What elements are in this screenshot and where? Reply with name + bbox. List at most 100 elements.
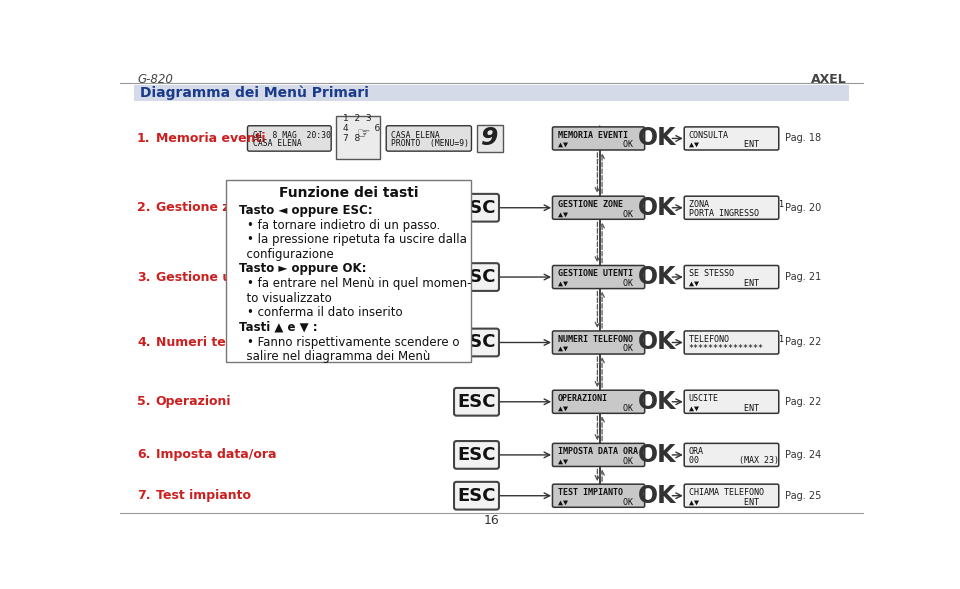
- Text: OK: OK: [637, 484, 677, 508]
- Text: ▲▼           OK: ▲▼ OK: [558, 403, 633, 412]
- FancyBboxPatch shape: [552, 444, 645, 466]
- FancyBboxPatch shape: [476, 125, 503, 151]
- Text: ▲▼         ENT: ▲▼ ENT: [689, 140, 758, 149]
- Text: OK: OK: [637, 265, 677, 289]
- Text: ***************: ***************: [689, 344, 764, 353]
- Text: ZONA              1: ZONA 1: [689, 200, 784, 209]
- Text: ☞: ☞: [357, 127, 371, 142]
- Text: ORA: ORA: [689, 447, 704, 456]
- FancyBboxPatch shape: [454, 329, 499, 356]
- Text: Pag. 22: Pag. 22: [785, 337, 822, 348]
- Text: 4.: 4.: [137, 336, 151, 349]
- Text: USCITE: USCITE: [689, 394, 719, 403]
- Text: 9: 9: [481, 127, 498, 150]
- Text: 00        (MAX 23): 00 (MAX 23): [689, 456, 779, 465]
- Text: ▲▼           OK: ▲▼ OK: [558, 456, 633, 465]
- Text: ▲▼         ENT: ▲▼ ENT: [689, 279, 758, 287]
- Text: • conferma il dato inserito: • conferma il dato inserito: [247, 306, 403, 319]
- Text: salire nel diagramma dei Menù: salire nel diagramma dei Menù: [239, 350, 431, 363]
- Text: CASA ELENA: CASA ELENA: [252, 139, 301, 148]
- Text: Pag. 25: Pag. 25: [785, 491, 822, 501]
- Text: ESC: ESC: [457, 198, 495, 217]
- Text: Imposta data/ora: Imposta data/ora: [156, 448, 276, 461]
- Text: Pag. 21: Pag. 21: [785, 272, 821, 282]
- Text: CASA ELENA: CASA ELENA: [392, 131, 440, 140]
- Text: Diagramma dei Menù Primari: Diagramma dei Menù Primari: [140, 86, 369, 100]
- Text: Pag. 18: Pag. 18: [785, 134, 821, 144]
- Text: Test impianto: Test impianto: [156, 489, 251, 502]
- Text: ESC: ESC: [457, 446, 495, 464]
- Text: 1  2  3: 1 2 3: [344, 114, 372, 123]
- Text: CONSULTA: CONSULTA: [689, 131, 729, 140]
- Text: MEMORIA EVENTI: MEMORIA EVENTI: [558, 131, 628, 140]
- Text: Pag. 24: Pag. 24: [785, 450, 821, 460]
- FancyBboxPatch shape: [552, 391, 645, 413]
- Text: configurazione: configurazione: [239, 248, 334, 261]
- FancyBboxPatch shape: [684, 127, 779, 150]
- FancyBboxPatch shape: [552, 484, 645, 507]
- FancyBboxPatch shape: [454, 263, 499, 291]
- FancyBboxPatch shape: [454, 194, 499, 221]
- Text: ▲▼           OK: ▲▼ OK: [558, 344, 633, 353]
- Text: SE STESSO: SE STESSO: [689, 269, 733, 279]
- Text: AXEL: AXEL: [811, 72, 847, 85]
- Text: ▲▼         ENT: ▲▼ ENT: [689, 403, 758, 412]
- Text: ESC: ESC: [457, 393, 495, 411]
- Text: OK: OK: [637, 127, 677, 150]
- Text: ESC: ESC: [457, 268, 495, 286]
- FancyBboxPatch shape: [684, 444, 779, 466]
- Text: ESC: ESC: [457, 333, 495, 352]
- Text: • la pressione ripetuta fa uscire dalla: • la pressione ripetuta fa uscire dalla: [247, 233, 467, 246]
- Text: OK: OK: [637, 330, 677, 355]
- FancyBboxPatch shape: [227, 180, 471, 362]
- Text: 7.: 7.: [137, 489, 151, 502]
- Text: Pag. 22: Pag. 22: [785, 397, 822, 407]
- Text: Numeri telefono: Numeri telefono: [156, 336, 270, 349]
- FancyBboxPatch shape: [454, 388, 499, 416]
- Text: to visualizzato: to visualizzato: [239, 292, 332, 305]
- Text: 1.: 1.: [137, 132, 151, 145]
- Text: ▲▼           OK: ▲▼ OK: [558, 209, 633, 219]
- Text: OK: OK: [637, 196, 677, 220]
- Text: 5.: 5.: [137, 395, 151, 408]
- FancyBboxPatch shape: [248, 125, 331, 151]
- Text: GI  8 MAG  20:30: GI 8 MAG 20:30: [252, 131, 330, 140]
- Text: ▲▼           OK: ▲▼ OK: [558, 140, 633, 149]
- Text: ESC: ESC: [457, 487, 495, 505]
- Text: TEST IMPIANTO: TEST IMPIANTO: [558, 488, 623, 497]
- Text: OK: OK: [637, 443, 677, 467]
- FancyBboxPatch shape: [552, 196, 645, 219]
- Text: 6.: 6.: [137, 448, 151, 461]
- Text: Pag. 20: Pag. 20: [785, 203, 821, 213]
- Text: Funzione dei tasti: Funzione dei tasti: [278, 186, 419, 200]
- Text: PRONTO  (MENU=9): PRONTO (MENU=9): [392, 139, 469, 148]
- Text: ▲▼           OK: ▲▼ OK: [558, 279, 633, 287]
- Text: • Fanno rispettivamente scendere o: • Fanno rispettivamente scendere o: [247, 336, 460, 349]
- FancyBboxPatch shape: [336, 116, 380, 159]
- Text: CHIAMA TELEFONO: CHIAMA TELEFONO: [689, 488, 764, 497]
- Text: Memoria eventi: Memoria eventi: [156, 132, 265, 145]
- Text: • fa entrare nel Menù in quel momen-: • fa entrare nel Menù in quel momen-: [247, 277, 471, 290]
- Text: 4         6: 4 6: [344, 124, 380, 133]
- FancyBboxPatch shape: [386, 125, 471, 151]
- Text: PORTA INGRESSO: PORTA INGRESSO: [689, 209, 758, 219]
- Text: Tasto ◄ oppure ESC:: Tasto ◄ oppure ESC:: [239, 204, 373, 217]
- Text: NUMERI TELEFONO: NUMERI TELEFONO: [558, 335, 633, 344]
- FancyBboxPatch shape: [552, 331, 645, 354]
- Text: Tasto ► oppure OK:: Tasto ► oppure OK:: [239, 263, 367, 276]
- FancyBboxPatch shape: [454, 441, 499, 469]
- Text: GESTIONE UTENTI: GESTIONE UTENTI: [558, 269, 633, 279]
- FancyBboxPatch shape: [552, 266, 645, 289]
- Text: • fa tornare indietro di un passo.: • fa tornare indietro di un passo.: [247, 219, 441, 231]
- Text: Gestione zone: Gestione zone: [156, 201, 255, 214]
- Text: 7  8: 7 8: [344, 134, 360, 143]
- Text: 2.: 2.: [137, 201, 151, 214]
- Text: 16: 16: [484, 514, 500, 527]
- Text: Gestione utenti: Gestione utenti: [156, 270, 264, 283]
- FancyBboxPatch shape: [134, 85, 849, 101]
- FancyBboxPatch shape: [552, 127, 645, 150]
- FancyBboxPatch shape: [684, 266, 779, 289]
- FancyBboxPatch shape: [684, 331, 779, 354]
- Text: ▲▼         ENT: ▲▼ ENT: [689, 497, 758, 507]
- Text: TELEFONO          1: TELEFONO 1: [689, 335, 784, 344]
